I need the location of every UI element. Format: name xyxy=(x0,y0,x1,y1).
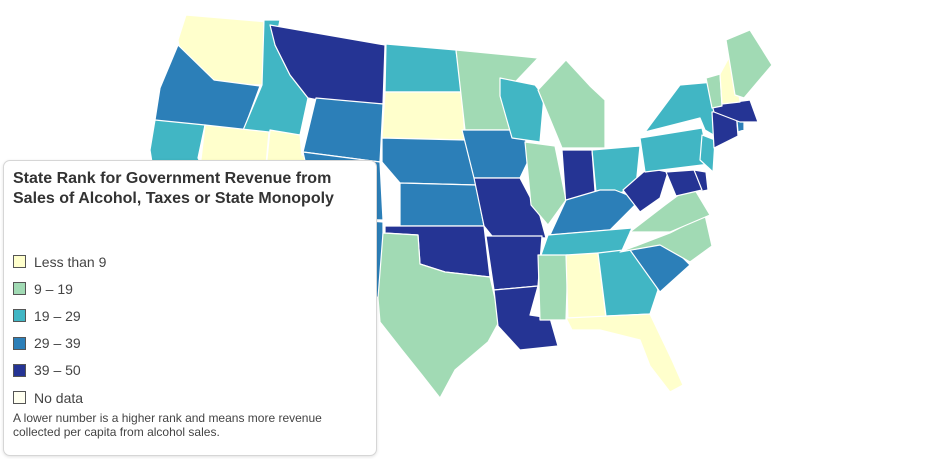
legend-item-less-than-9[interactable]: Less than 9 xyxy=(13,248,106,275)
legend-label: 19 – 29 xyxy=(34,307,81,324)
state-sd[interactable] xyxy=(381,91,466,141)
legend-item-no-data[interactable]: No data xyxy=(13,384,106,411)
state-mi[interactable] xyxy=(537,59,606,149)
state-nd[interactable] xyxy=(384,43,463,93)
state-il[interactable] xyxy=(524,141,567,226)
state-ms[interactable] xyxy=(537,254,569,321)
state-vt[interactable] xyxy=(705,73,723,109)
legend-title: State Rank for Government Revenue from S… xyxy=(13,170,334,207)
legend-label: 9 – 19 xyxy=(34,280,73,297)
state-va[interactable] xyxy=(629,184,711,233)
legend-item-39-50[interactable]: 39 – 50 xyxy=(13,357,106,384)
state-fl[interactable] xyxy=(565,313,684,393)
state-nj[interactable] xyxy=(699,134,716,173)
legend-label: Less than 9 xyxy=(34,253,107,270)
legend-swatch xyxy=(13,363,26,377)
state-mt[interactable] xyxy=(269,24,386,105)
state-mo[interactable] xyxy=(473,177,547,239)
state-me[interactable] xyxy=(725,29,773,99)
state-pa[interactable] xyxy=(639,127,711,173)
legend-label: 29 – 39 xyxy=(34,335,81,352)
state-wy[interactable] xyxy=(302,97,384,163)
legend-swatch xyxy=(13,391,26,405)
state-ar[interactable] xyxy=(485,235,543,291)
legend-swatch xyxy=(13,255,26,269)
legend-label: 39 – 50 xyxy=(34,362,81,379)
state-ne[interactable] xyxy=(381,137,477,186)
state-ma[interactable] xyxy=(711,99,759,123)
legend-label: No data xyxy=(34,389,84,406)
state-nc[interactable] xyxy=(619,214,713,263)
legend-items: Less than 9 9 – 19 19 – 29 29 – 39 39 – … xyxy=(13,248,106,411)
state-md[interactable] xyxy=(665,169,703,197)
state-wv[interactable] xyxy=(622,167,669,213)
legend-item-19-29[interactable]: 19 – 29 xyxy=(13,302,106,329)
legend-swatch xyxy=(13,282,26,296)
state-la[interactable] xyxy=(493,285,559,351)
state-tx[interactable] xyxy=(377,232,501,399)
state-ks[interactable] xyxy=(399,182,485,227)
legend-note: A lower number is a higher rank and mean… xyxy=(13,411,322,439)
state-wi[interactable] xyxy=(499,77,545,143)
map-legend: State Rank for Government Revenue from S… xyxy=(3,160,377,456)
legend-swatch xyxy=(13,309,26,323)
legend-swatch xyxy=(13,336,26,350)
legend-item-9-19[interactable]: 9 – 19 xyxy=(13,275,106,302)
legend-item-29-39[interactable]: 29 – 39 xyxy=(13,330,106,357)
